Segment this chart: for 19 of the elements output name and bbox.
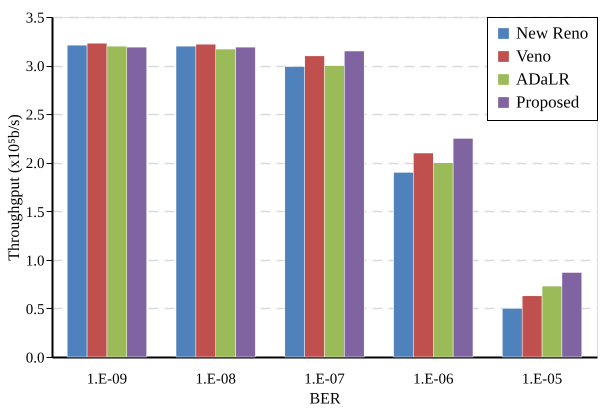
y-tick-label: 0.0 (26, 350, 44, 366)
x-tick-label: 1.E-06 (413, 372, 454, 388)
x-tick-label: 1.E-08 (196, 372, 236, 388)
y-tick-label: 1.5 (26, 204, 44, 221)
y-tick-label: 0.5 (26, 302, 44, 318)
legend-label: Veno (516, 46, 551, 66)
y-tick-label: 3.5 (26, 10, 44, 26)
legend-label: Proposed (516, 92, 580, 112)
legend-label: ADaLR (516, 70, 570, 88)
x-tick-label: 1.E-05 (522, 372, 562, 388)
y-axis-title: Throughgput (x10⁵b/s) (6, 114, 23, 261)
x-tick-label: 1.E-07 (304, 372, 346, 388)
y-tick-label: 1.0 (26, 253, 44, 270)
x-axis-title: BER (309, 390, 341, 408)
y-tick-label: 3.0 (26, 59, 44, 76)
y-tick-label: 2.5 (26, 108, 44, 124)
y-tick-label: 2.0 (26, 156, 44, 172)
x-tick-label: 1.E-09 (86, 372, 128, 388)
legend-label: New Reno (516, 24, 588, 42)
